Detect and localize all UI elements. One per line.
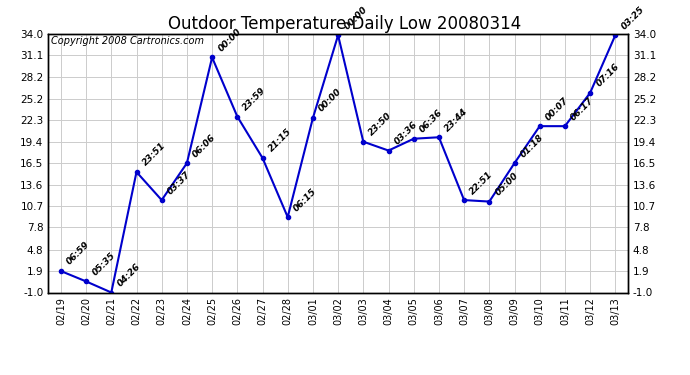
Text: 21:15: 21:15 xyxy=(266,127,293,154)
Text: Outdoor Temperature Daily Low 20080314: Outdoor Temperature Daily Low 20080314 xyxy=(168,15,522,33)
Text: 23:51: 23:51 xyxy=(141,141,167,168)
Text: 06:17: 06:17 xyxy=(569,95,595,122)
Text: 00:00: 00:00 xyxy=(342,4,369,31)
Text: 06:59: 06:59 xyxy=(65,240,92,267)
Text: 07:16: 07:16 xyxy=(594,62,621,89)
Text: Copyright 2008 Cartronics.com: Copyright 2008 Cartronics.com xyxy=(51,36,204,46)
Text: 03:36: 03:36 xyxy=(393,120,420,146)
Text: 23:50: 23:50 xyxy=(368,111,394,138)
Text: 04:26: 04:26 xyxy=(115,262,142,288)
Text: 01:18: 01:18 xyxy=(519,132,545,159)
Text: 05:35: 05:35 xyxy=(90,251,117,277)
Text: 06:15: 06:15 xyxy=(292,186,319,213)
Text: 05:00: 05:00 xyxy=(493,171,520,197)
Text: 03:37: 03:37 xyxy=(166,170,193,196)
Text: 23:44: 23:44 xyxy=(443,106,470,133)
Text: 23:59: 23:59 xyxy=(241,86,268,112)
Text: 06:36: 06:36 xyxy=(418,108,444,135)
Text: 03:25: 03:25 xyxy=(620,4,646,31)
Text: 00:00: 00:00 xyxy=(216,27,243,53)
Text: 00:07: 00:07 xyxy=(544,95,571,122)
Text: 22:51: 22:51 xyxy=(469,170,495,196)
Text: 06:06: 06:06 xyxy=(191,132,217,159)
Text: 00:00: 00:00 xyxy=(317,87,344,114)
